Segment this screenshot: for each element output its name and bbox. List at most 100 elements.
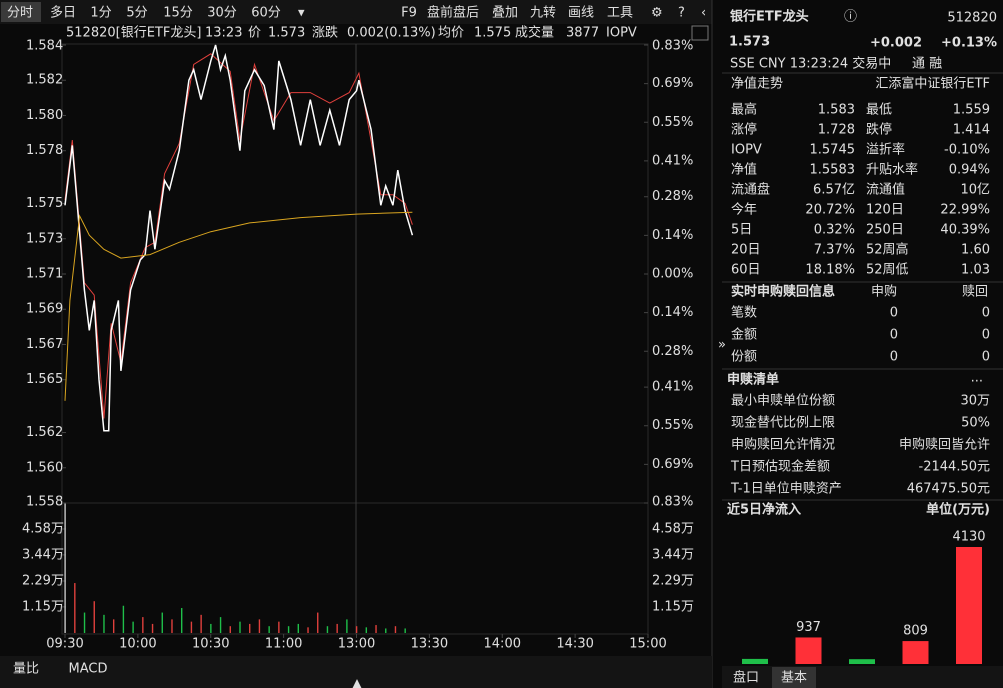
stat-value: 40.39%: [940, 223, 990, 238]
row-value: 0: [982, 306, 990, 321]
row-label: T日预估现金差额: [730, 459, 830, 475]
quote-field: 1.573: [268, 26, 305, 41]
pct-tick-label: 0.14%: [652, 228, 693, 243]
volume-bar: [210, 623, 212, 633]
period-tab[interactable]: 15分: [163, 6, 193, 21]
stat-value: 1.60: [961, 243, 990, 258]
price-tick-label: 1.578: [26, 143, 63, 158]
stat-value: 1.728: [818, 123, 855, 138]
volume-bar: [385, 628, 387, 633]
quote-field: 价: [248, 26, 261, 41]
more-button[interactable]: ...: [971, 371, 983, 386]
row-value: 50%: [961, 416, 990, 431]
row-value: 0: [982, 328, 990, 343]
panel-tab[interactable]: 基本: [781, 671, 807, 686]
stat-value: 20.72%: [805, 203, 855, 218]
indicator-tab[interactable]: 量比: [13, 662, 39, 677]
inflow-bar: [902, 641, 929, 664]
stat-value: 0.32%: [814, 223, 855, 238]
row-value: 申购赎回皆允许: [899, 437, 990, 453]
volume-bar: [307, 627, 309, 633]
price-tick-label: 1.573: [26, 231, 63, 246]
volume-bar: [122, 605, 125, 633]
stat-label: 最低: [866, 103, 892, 118]
stat-label: 5日: [731, 223, 752, 238]
volume-bar: [200, 614, 202, 633]
volume-bar: [365, 627, 368, 633]
stat-value: -0.10%: [944, 143, 990, 158]
price-tick-label: 1.580: [26, 108, 63, 123]
stat-value: 10亿: [960, 183, 990, 198]
panel-tab[interactable]: 盘口: [733, 670, 759, 686]
stat-label: 60日: [731, 263, 761, 278]
volume-bar: [346, 619, 348, 633]
period-tab[interactable]: 1分: [90, 6, 111, 21]
active-panel-tab: [772, 667, 816, 688]
period-tab[interactable]: 分时: [7, 6, 33, 21]
period-tab[interactable]: 30分: [207, 6, 237, 21]
stat-label: 流通值: [866, 182, 905, 198]
period-tab[interactable]: 60分: [251, 6, 281, 21]
row-label: 金额: [731, 327, 757, 343]
wp-icon[interactable]: [691, 25, 709, 41]
volume-bar: [268, 626, 270, 633]
row-label: T-1日单位申赎资产: [730, 482, 842, 497]
price-tick-label: 1.569: [26, 302, 63, 317]
tool-button[interactable]: 盘前盘后: [427, 5, 479, 21]
expand-icon[interactable]: »: [718, 338, 726, 353]
period-tab[interactable]: 多日: [50, 5, 76, 21]
column-head: 申购: [871, 284, 897, 300]
pct-tick-label: 0.69%: [652, 457, 693, 472]
time-tick-label: 14:30: [556, 637, 593, 652]
settings-icon[interactable]: ⚙: [651, 6, 663, 21]
volume-bar: [190, 621, 193, 633]
price-tick-label: 1.567: [26, 337, 63, 352]
time-tick-label: 15:00: [629, 637, 666, 652]
indicator-tab[interactable]: MACD: [69, 662, 108, 677]
collapse-icon[interactable]: ‹: [701, 6, 706, 21]
price-tick-label: 1.582: [26, 73, 63, 88]
tool-button[interactable]: 画线: [568, 6, 594, 21]
stat-value: 1.03: [961, 263, 990, 278]
handle-icon[interactable]: ▲: [352, 677, 362, 688]
tool-button[interactable]: 九转: [530, 6, 556, 21]
tool-button[interactable]: F9: [401, 6, 417, 21]
dropdown-icon[interactable]: ▾: [298, 6, 305, 21]
volume-bar: [171, 619, 173, 633]
period-tab[interactable]: 5分: [126, 6, 147, 21]
inflow-label: 937: [796, 620, 821, 635]
volume-bar: [278, 621, 280, 633]
volume-bar: [103, 614, 105, 633]
volume-bar: [317, 612, 319, 633]
stat-value: 1.559: [953, 103, 990, 118]
section-title: 实时申购赎回信息: [731, 284, 835, 300]
stat-value: 22.99%: [940, 203, 990, 218]
price-pct: +0.13%: [941, 36, 997, 51]
volume-bar: [74, 583, 76, 633]
stat-label: 52周高: [866, 242, 909, 258]
quote-field: 1.575: [474, 26, 511, 41]
tool-button[interactable]: 工具: [607, 6, 633, 21]
stat-label: 120日: [866, 203, 904, 218]
pct-tick-label: 0.69%: [652, 76, 693, 91]
pct-tick-label: 0.28%: [652, 189, 693, 204]
volume-tick-label-right: 4.58万: [652, 522, 694, 537]
last-price: 1.573: [729, 35, 770, 50]
bottom-bar: [0, 656, 712, 688]
inflow-unit: 单位(万元): [926, 502, 990, 518]
volume-bar: [287, 626, 290, 633]
tool-button[interactable]: 叠加: [492, 6, 518, 21]
volume-bar: [151, 623, 154, 633]
stat-label: 今年: [731, 202, 757, 218]
quote-field: 512820[银行ETF龙头]: [66, 26, 201, 41]
volume-bar: [132, 621, 134, 633]
volume-bar: [355, 626, 358, 633]
time-tick-label: 14:00: [484, 637, 521, 652]
market-status: SSE CNY 13:23:24 交易中: [730, 56, 891, 72]
stat-value: 1.5745: [810, 143, 856, 158]
volume-bar: [404, 628, 406, 633]
quote-field: 0.002(0.13%): [347, 26, 436, 41]
help-icon[interactable]: ?: [678, 6, 685, 21]
stat-label: 升贴水率: [866, 162, 918, 178]
